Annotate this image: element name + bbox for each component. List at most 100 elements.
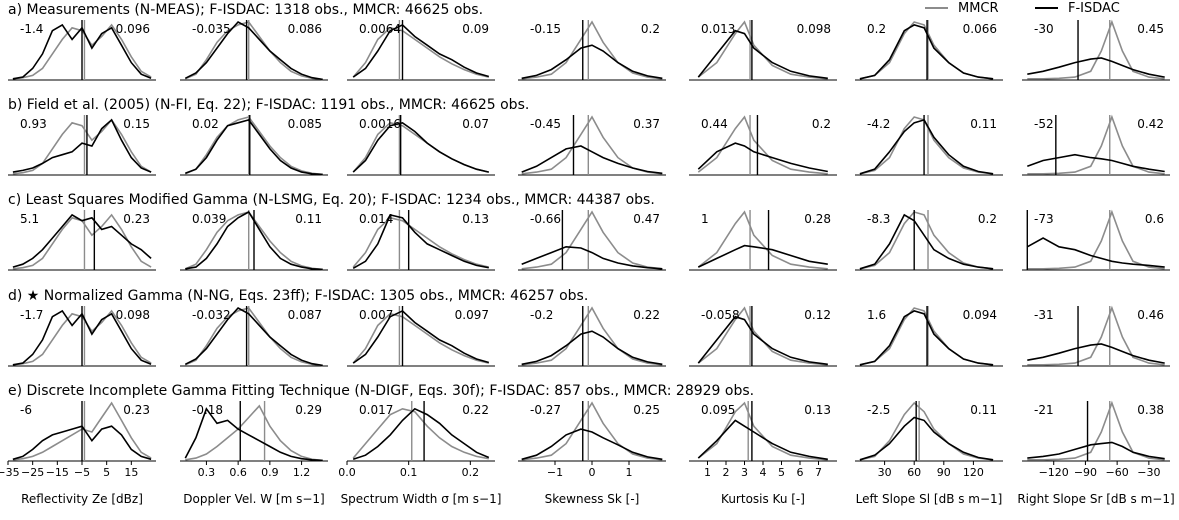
panel-a5-mmcr-line <box>697 20 828 80</box>
panel-a1-stat-right: 0.096 <box>116 22 150 36</box>
panel-d6-stat-left: 1.6 <box>867 308 886 322</box>
panel-a3-stat-right: 0.09 <box>462 22 489 36</box>
panel-d2-stat-right: 0.087 <box>288 308 322 322</box>
panel-d2-mmcr-line <box>184 307 323 367</box>
panel-e6-tick-label-3: 120 <box>963 466 984 479</box>
panel-b7-isdac-line <box>1027 153 1165 173</box>
panel-c6-isdac-line <box>859 213 994 270</box>
panel-b5-stat-right: 0.2 <box>812 117 831 131</box>
panel-a2-isdac-line <box>184 20 323 81</box>
panel-c4-isdac-line <box>521 245 663 270</box>
panel-d7-stat-left: -31 <box>1034 308 1054 322</box>
x-axis-label-6: Left Slope Sl [dB s m−1] <box>856 492 1003 506</box>
panel-e3-tick-label-1: 0.1 <box>400 466 418 479</box>
row-title-e: e) Discrete Incomplete Gamma Fitting Tec… <box>8 383 754 399</box>
panel-e5-tick-label-4: 5 <box>778 466 785 479</box>
panel-a7-stat-right: 0.45 <box>1137 22 1164 36</box>
panel-a2-stat-left: -0.035 <box>192 22 231 36</box>
x-axis-label-2: Doppler Vel. W [m s−1] <box>183 492 324 506</box>
panel-b3-isdac-line <box>352 121 489 173</box>
panel-b6-stat-left: -4.2 <box>867 117 890 131</box>
panel-b2-stat-left: 0.02 <box>192 117 219 131</box>
panel-e7-tick-label-1: −90 <box>1074 466 1097 479</box>
panel-e7-tick-label-3: −30 <box>1137 466 1160 479</box>
panel-a6-stat-left: 0.2 <box>867 22 886 36</box>
panel-d7-mmcr-line <box>1027 305 1165 366</box>
panel-e1-tick-label-1: −25 <box>21 466 44 479</box>
panel-b7-mmcr-line <box>1027 114 1165 175</box>
panel-a3-mmcr-line <box>352 26 489 78</box>
panel-d2-stat-left: -0.032 <box>192 308 231 322</box>
panel-e5-tick-label-6: 7 <box>815 466 822 479</box>
panel-e6-mmcr-line <box>859 401 994 461</box>
panel-b1-mmcr-line <box>12 118 152 175</box>
panel-e7-stat-right: 0.38 <box>1137 403 1164 417</box>
panel-e6-tick-label-0: 30 <box>878 466 892 479</box>
panel-a7-mmcr-line <box>1027 19 1165 80</box>
panel-d4-stat-left: -0.2 <box>530 308 553 322</box>
panel-e1-tick-label-4: 5 <box>103 466 110 479</box>
panel-d4-stat-right: 0.22 <box>633 308 660 322</box>
panel-d4-isdac-line <box>521 330 663 366</box>
panel-b4-stat-right: 0.37 <box>633 117 660 131</box>
panel-e2-tick-label-2: 0.9 <box>261 466 279 479</box>
panel-e1-stat-left: -6 <box>20 403 32 417</box>
x-axis-label-4: Skewness Sk [-] <box>545 492 640 506</box>
panel-c6-stat-right: 0.2 <box>978 212 997 226</box>
panel-e4-isdac-line <box>521 428 663 461</box>
panel-e5-tick-label-2: 3 <box>741 466 748 479</box>
panel-e1-stat-right: 0.23 <box>123 403 150 417</box>
panel-a2-stat-right: 0.086 <box>288 22 322 36</box>
panel-c7-isdac-line <box>1026 237 1165 268</box>
panel-e4-mmcr-line <box>521 401 663 461</box>
panel-a4-isdac-line <box>521 44 663 80</box>
panel-c3-stat-right: 0.13 <box>462 212 489 226</box>
x-axis-label-3: Spectrum Width σ [m s−1] <box>341 492 502 506</box>
panel-b7-stat-left: -52 <box>1034 117 1054 131</box>
panel-e4-stat-left: -0.27 <box>530 403 561 417</box>
row-title-b: b) Field et al. (2005) (N-FI, Eq. 22); F… <box>8 97 529 113</box>
panel-e6-stat-left: -2.5 <box>867 403 890 417</box>
panel-c1-stat-left: 5.1 <box>20 212 39 226</box>
panel-a7-stat-left: -30 <box>1034 22 1054 36</box>
panel-a3-isdac-line <box>352 23 490 78</box>
panel-b2-mmcr-line <box>184 116 323 176</box>
panel-d7-isdac-line <box>1027 343 1165 364</box>
panel-e3-isdac-line <box>352 407 490 461</box>
panel-e7-stat-left: -21 <box>1034 403 1054 417</box>
panel-d6-stat-right: 0.094 <box>963 308 997 322</box>
panel-e2-tick-label-0: 0.3 <box>198 466 216 479</box>
panel-b1-stat-right: 0.15 <box>123 117 150 131</box>
panel-e4-tick-label-2: 1 <box>626 466 633 479</box>
panel-c5-stat-right: 0.28 <box>804 212 831 226</box>
panel-a3-stat-left: 0.0064 <box>359 22 401 36</box>
row-title-c: c) Least Squares Modified Gamma (N-LSMG,… <box>8 192 655 208</box>
panel-a1-stat-left: -1.4 <box>20 22 43 36</box>
panel-e2-isdac-line <box>184 407 323 462</box>
panel-e3-stat-right: 0.22 <box>462 403 489 417</box>
panel-d4-mmcr-line <box>521 306 663 366</box>
panel-e7-tick-label-0: −120 <box>1039 466 1069 479</box>
panel-e6-isdac-line <box>859 416 994 461</box>
panel-c4-mmcr-line <box>521 210 663 270</box>
panel-d3-stat-right: 0.097 <box>455 308 489 322</box>
legend-label-mmcr: MMCR <box>958 1 999 16</box>
panel-a4-stat-left: -0.15 <box>530 22 561 36</box>
panel-b1-isdac-line <box>12 118 152 173</box>
panel-c4-stat-left: -0.66 <box>530 212 561 226</box>
panel-d6-isdac-line <box>859 310 994 366</box>
panel-a5-stat-right: 0.098 <box>797 22 831 36</box>
panel-a4-mmcr-line <box>521 20 663 80</box>
panel-a5-stat-left: 0.013 <box>701 22 735 36</box>
panel-d5-isdac-line <box>697 315 828 366</box>
panel-e7-isdac-line <box>1027 441 1165 460</box>
panel-e4-stat-right: 0.25 <box>633 403 660 417</box>
panel-e3-tick-label-0: 0.0 <box>338 466 356 479</box>
panel-b2-stat-right: 0.085 <box>288 117 322 131</box>
panel-e1-tick-label-0: −35 <box>0 466 20 479</box>
panel-a6-isdac-line <box>859 24 994 80</box>
panel-c7-stat-left: -73 <box>1034 212 1054 226</box>
panel-c5-mmcr-line <box>697 210 828 270</box>
panel-e2-stat-left: -0.18 <box>192 403 223 417</box>
